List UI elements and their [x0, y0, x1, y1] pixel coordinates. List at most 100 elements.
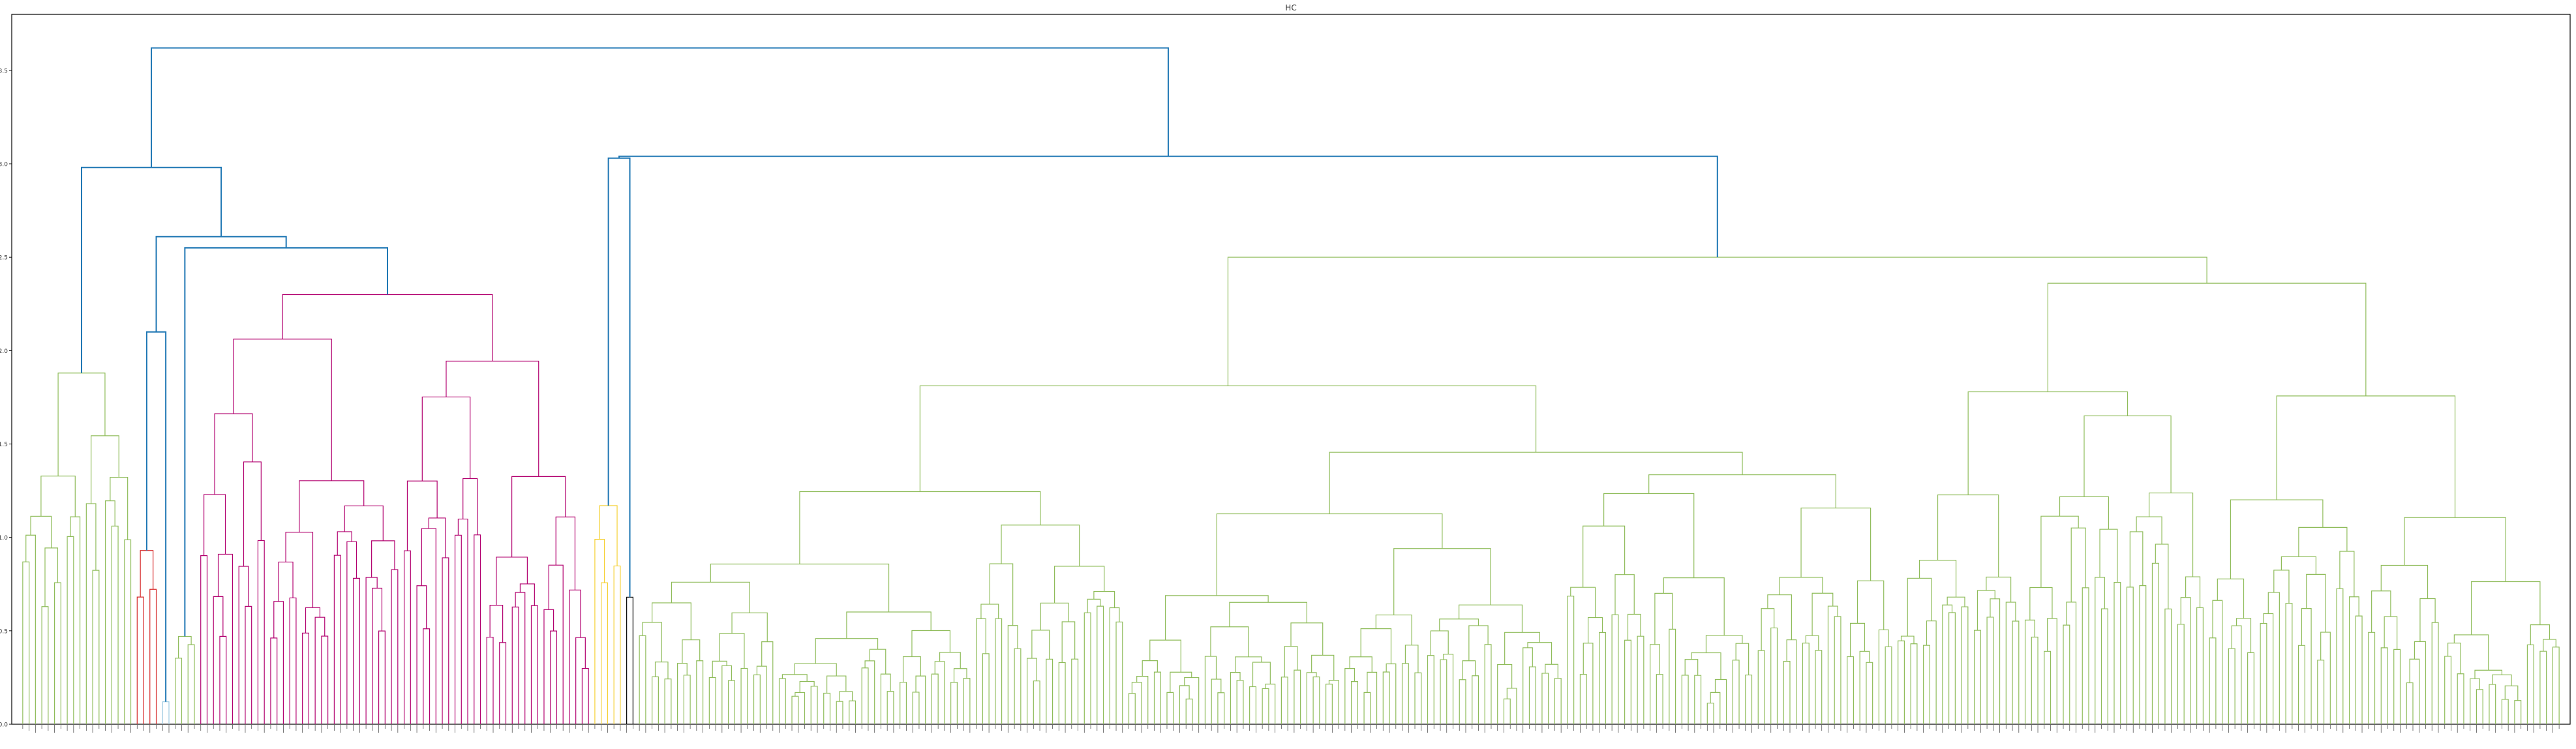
dendrogram-link: [1684, 659, 1699, 676]
dendrogram-link: [2164, 608, 2172, 724]
dendrogram-link: [2320, 632, 2331, 724]
dendrogram-link: [826, 675, 847, 694]
dendrogram-link: [2552, 647, 2560, 724]
dendrogram-link: [710, 563, 890, 612]
dendrogram-link: [1570, 587, 1596, 618]
dendrogram-link: [372, 587, 383, 724]
dendrogram-link: [285, 532, 314, 608]
dendrogram-link: [846, 611, 932, 639]
dendrogram-link: [2212, 600, 2223, 724]
dendrogram-link: [1367, 671, 1378, 724]
dendrogram-link: [1007, 625, 1018, 724]
dendrogram-link: [1153, 671, 1161, 724]
dendrogram-link: [2099, 528, 2118, 583]
dendrogram-link: [289, 597, 297, 724]
dendrogram-link: [2066, 602, 2077, 724]
dendrogram-link: [1611, 614, 1619, 724]
dendrogram-link: [136, 596, 144, 724]
dendrogram-link: [1681, 675, 1689, 724]
dendrogram-link: [2114, 582, 2121, 724]
dendrogram-link: [213, 596, 224, 724]
dendrogram-link: [1583, 525, 1626, 588]
dendrogram-link: [371, 540, 395, 578]
dendrogram-link: [2047, 283, 2367, 396]
dendrogram-link: [839, 691, 853, 702]
dendrogram-link: [1856, 580, 1885, 630]
dendrogram-link: [2231, 625, 2242, 724]
dendrogram-link: [2414, 641, 2427, 724]
plot-frame: [11, 14, 2571, 725]
dendrogram-link: [2230, 499, 2324, 579]
dendrogram-link: [1170, 671, 1192, 693]
dendrogram-link: [25, 534, 36, 724]
dendrogram-link: [1001, 525, 1080, 566]
dendrogram-link: [1093, 590, 1115, 608]
dendrogram-link: [1907, 577, 1932, 637]
dendrogram-link: [731, 612, 768, 642]
dendrogram-link: [2393, 649, 2401, 724]
dendrogram-link: [1031, 630, 1050, 660]
dendrogram-link: [273, 601, 284, 724]
dendrogram-link: [1040, 602, 1069, 630]
y-tick-label: 0.0: [0, 722, 8, 729]
dendrogram-link: [1637, 635, 1644, 724]
dendrogram-link: [1328, 680, 1339, 724]
dendrogram-link: [489, 605, 504, 643]
dendrogram-link: [2217, 578, 2245, 619]
dendrogram-link: [1834, 616, 1841, 724]
dendrogram-link: [1786, 639, 1797, 724]
dendrogram-link: [454, 534, 462, 724]
dendrogram-link: [85, 503, 97, 724]
dendrogram-link: [2070, 527, 2086, 602]
dendrogram-link: [2196, 607, 2204, 724]
y-tick-label: 2.5: [0, 255, 8, 262]
dendrogram-link: [931, 673, 939, 724]
dendrogram-link: [2139, 585, 2147, 724]
dendrogram-link: [753, 674, 761, 724]
y-tick-label: 3.0: [0, 162, 8, 168]
dendrogram-link: [2431, 622, 2439, 724]
dendrogram-link: [1503, 698, 1511, 724]
dendrogram-link: [900, 682, 907, 724]
dendrogram-links: [22, 47, 2560, 724]
dendrogram-link: [1990, 598, 2001, 724]
dendrogram-link: [2260, 622, 2267, 724]
dendrogram-link: [1375, 614, 1412, 645]
dendrogram-link: [934, 661, 945, 724]
dendrogram-link: [778, 678, 786, 724]
dendrogram-link: [1663, 577, 1725, 635]
dendrogram-link: [365, 577, 378, 724]
dendrogram-link: [1235, 656, 1262, 673]
dendrogram-link: [761, 641, 774, 724]
dendrogram-link: [511, 606, 519, 724]
dendrogram-link: [2530, 624, 2551, 645]
dendrogram-link: [214, 413, 253, 495]
dendrogram-link: [496, 557, 528, 605]
dendrogram-link: [1528, 666, 1536, 724]
dendrogram-link: [1217, 692, 1225, 724]
dendrogram-link: [886, 691, 894, 724]
dendrogram-link: [2100, 608, 2108, 724]
dendrogram-link: [836, 701, 843, 724]
dendrogram-link: [2306, 573, 2326, 633]
dendrogram-link: [2470, 678, 2480, 724]
dendrogram-link: [950, 682, 958, 724]
dendrogram-link: [795, 692, 806, 724]
dendrogram-link: [1054, 566, 1105, 604]
dendrogram-link: [2470, 581, 2541, 635]
y-tick-label: 0.5: [0, 628, 8, 635]
dendrogram-link: [1071, 658, 1079, 724]
dendrogram-link: [2129, 531, 2144, 587]
dendrogram-link: [1541, 673, 1549, 724]
dendrogram-link: [2406, 682, 2414, 724]
dendrogram-link: [428, 517, 446, 558]
dendrogram-link: [575, 637, 586, 724]
dendrogram-link: [2136, 516, 2162, 545]
dendrogram-link: [1847, 656, 1855, 724]
dendrogram-link: [1360, 628, 1392, 664]
dendrogram-link: [791, 696, 799, 724]
dendrogram-link: [1280, 677, 1288, 724]
dendrogram-link: [2444, 656, 2452, 724]
dendrogram-link: [282, 294, 493, 361]
